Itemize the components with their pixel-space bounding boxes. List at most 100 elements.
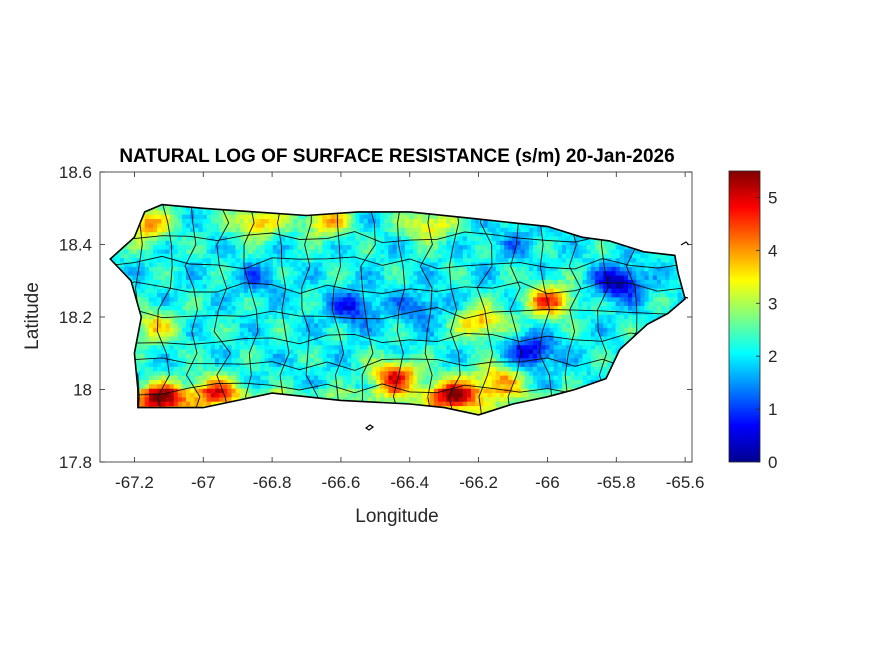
field-cell <box>140 288 146 293</box>
field-cell <box>173 335 179 341</box>
field-cell <box>504 396 509 402</box>
field-cell <box>297 283 303 289</box>
field-cell <box>194 322 199 328</box>
field-cell <box>586 348 592 354</box>
field-cell <box>512 383 517 389</box>
field-cell <box>276 331 282 337</box>
field-cell <box>227 388 232 393</box>
field-cell <box>528 366 534 372</box>
field-cell <box>157 396 162 402</box>
field-cell <box>413 353 418 359</box>
field-cell <box>227 283 232 289</box>
field-cell <box>334 335 340 341</box>
field-cell <box>206 396 212 402</box>
field-cell <box>429 283 435 289</box>
field-cell <box>607 335 612 341</box>
field-cell <box>268 318 274 324</box>
field-cell <box>359 392 365 398</box>
field-cell <box>499 266 505 272</box>
field-cell <box>140 401 146 407</box>
field-cell <box>351 396 356 402</box>
field-cell <box>243 292 249 298</box>
field-cell <box>268 370 274 376</box>
field-cell <box>231 314 237 320</box>
field-cell <box>561 314 567 320</box>
field-cell <box>409 375 414 380</box>
field-cell <box>528 348 534 354</box>
field-cell <box>140 335 146 341</box>
field-cell <box>276 344 282 350</box>
field-cell <box>462 283 468 289</box>
field-cell <box>537 318 542 324</box>
field-cell <box>190 301 195 306</box>
field-cell <box>376 335 381 341</box>
field-cell <box>384 383 389 389</box>
field-cell <box>392 305 398 311</box>
field-cell <box>504 292 509 298</box>
field-cell <box>260 344 266 350</box>
field-cell <box>173 353 179 359</box>
field-cell <box>297 335 303 341</box>
field-cell <box>384 340 389 346</box>
field-cell <box>541 292 546 298</box>
field-cell <box>181 396 187 402</box>
field-cell <box>252 379 257 385</box>
field-cell <box>206 274 212 280</box>
field-cell <box>285 305 290 311</box>
field-cell <box>632 327 637 333</box>
field-cell <box>376 318 381 324</box>
field-cell <box>260 288 266 293</box>
field-cell <box>310 340 315 346</box>
field-cell <box>305 305 311 311</box>
field-cell <box>578 318 584 324</box>
field-cell <box>301 309 307 315</box>
field-cell <box>367 392 373 398</box>
field-cell <box>173 396 179 402</box>
field-cell <box>177 401 183 407</box>
field-cell <box>198 361 204 367</box>
field-cell <box>157 318 162 324</box>
field-cell <box>417 292 422 298</box>
field-cell <box>392 309 398 315</box>
field-cell <box>206 353 212 359</box>
field-cell <box>256 327 261 333</box>
field-cell <box>520 283 526 289</box>
field-cell <box>198 292 204 298</box>
field-cell <box>334 331 340 337</box>
field-cell <box>400 383 406 389</box>
field-cell <box>553 301 559 306</box>
field-cell <box>248 274 253 280</box>
field-cell <box>314 283 319 289</box>
field-cell <box>248 392 253 398</box>
field-cell <box>371 340 377 346</box>
field-cell <box>603 296 608 302</box>
field-cell <box>157 353 162 359</box>
field-cell <box>417 361 422 367</box>
field-cell <box>272 353 278 359</box>
field-cell <box>334 309 340 315</box>
field-cell <box>219 357 224 363</box>
field-cell <box>194 375 199 380</box>
field-cell <box>499 392 505 398</box>
field-cell <box>491 314 497 320</box>
field-cell <box>198 344 204 350</box>
field-cell <box>483 283 489 289</box>
field-cell <box>293 348 299 354</box>
field-cell <box>198 305 204 311</box>
field-cell <box>516 322 522 328</box>
field-cell <box>318 283 323 289</box>
field-cell <box>516 366 522 372</box>
field-cell <box>607 288 612 293</box>
field-cell <box>504 322 509 328</box>
field-cell <box>190 296 195 302</box>
field-cell <box>590 327 596 333</box>
field-cell <box>491 348 497 354</box>
field-cell <box>314 366 319 372</box>
field-cell <box>508 392 513 398</box>
field-cell <box>417 327 422 333</box>
field-cell <box>483 318 489 324</box>
field-cell <box>483 405 489 411</box>
field-cell <box>466 383 472 389</box>
field-cell <box>181 357 187 363</box>
field-cell <box>607 314 612 320</box>
